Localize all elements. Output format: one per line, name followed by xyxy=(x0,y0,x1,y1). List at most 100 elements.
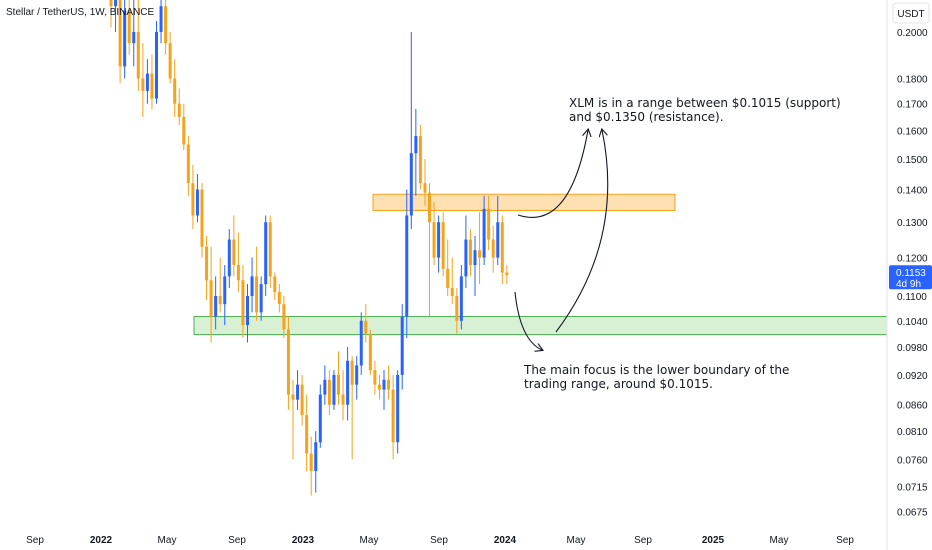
candle-body xyxy=(482,208,486,258)
candle xyxy=(332,370,336,410)
candle-body xyxy=(341,394,345,405)
candle xyxy=(423,159,427,206)
candle xyxy=(182,103,186,151)
x-tick-label: May xyxy=(567,535,586,546)
candle-body xyxy=(428,192,431,223)
candle-body xyxy=(305,415,309,454)
candle xyxy=(132,0,136,67)
candle-body xyxy=(332,374,336,405)
candle xyxy=(473,236,477,297)
candle xyxy=(446,239,450,297)
candle xyxy=(282,296,286,339)
candle xyxy=(241,264,245,339)
candle-body xyxy=(432,222,436,258)
currency-box[interactable] xyxy=(892,2,930,24)
candle-body xyxy=(387,379,391,390)
candle xyxy=(455,288,459,334)
candle xyxy=(255,246,259,321)
candle xyxy=(468,229,472,277)
candle xyxy=(291,379,295,460)
candle-body xyxy=(309,453,313,472)
candle xyxy=(232,215,236,277)
candle-body xyxy=(300,384,304,416)
candle xyxy=(337,351,340,405)
y-tick-label: 0.1100 xyxy=(897,292,927,303)
candle xyxy=(200,183,204,258)
candle-body xyxy=(373,370,377,385)
y-ticks: 0.2000 0.1800 0.1700 0.1600 0.1500 0.1400 0.13… xyxy=(897,28,928,519)
y-tick-label: 0.1200 xyxy=(897,254,928,265)
support-zone[interactable] xyxy=(193,316,888,336)
candle xyxy=(387,365,391,400)
candle-body xyxy=(218,296,222,305)
x-tick-label: May xyxy=(770,535,789,546)
annotation-arrow xyxy=(514,291,542,350)
candle-body xyxy=(291,394,295,400)
candle xyxy=(500,215,504,285)
candle-body xyxy=(382,379,386,390)
candle xyxy=(418,125,422,190)
candle xyxy=(496,195,500,265)
candle xyxy=(450,257,454,305)
candle xyxy=(168,31,172,84)
candle xyxy=(400,304,404,390)
x-ticks: Sep 2022 May Sep 2023 May Sep 2024 May Sep 2025 May… xyxy=(26,535,854,546)
candle xyxy=(145,59,149,104)
candle xyxy=(355,356,359,400)
candle xyxy=(218,257,222,313)
candle xyxy=(428,183,431,317)
y-tick-label: 0.1040 xyxy=(897,317,928,328)
candle-body xyxy=(109,0,113,7)
x-tick-label: 2022 xyxy=(90,535,113,546)
x-tick-label: Sep xyxy=(26,535,44,546)
price-axis[interactable]: USDT xyxy=(892,2,930,24)
candle xyxy=(437,215,441,273)
candle-body xyxy=(478,250,482,258)
y-tick-label: 0.0980 xyxy=(897,343,928,354)
candle xyxy=(209,246,213,343)
candle xyxy=(205,236,209,301)
x-tick-label: Sep xyxy=(634,535,652,546)
plot-area[interactable] xyxy=(109,0,888,496)
candle-body xyxy=(114,0,118,7)
candle-body xyxy=(487,208,491,240)
candle-body xyxy=(396,374,400,443)
candle-body xyxy=(327,379,331,405)
candle-body xyxy=(296,384,300,400)
candle xyxy=(482,195,486,265)
candle xyxy=(350,356,354,460)
candle-body xyxy=(173,78,177,104)
candle-body xyxy=(346,360,350,405)
candle-body xyxy=(127,10,131,44)
candle xyxy=(173,59,177,117)
y-tick-label: 0.1300 xyxy=(897,218,928,229)
candle-body xyxy=(268,222,272,277)
candle-body xyxy=(200,189,204,247)
x-tick-label: Sep xyxy=(836,535,854,546)
y-tick-label: 0.2000 xyxy=(897,28,928,39)
candle xyxy=(264,215,268,297)
currency-label: USDT xyxy=(897,9,924,20)
last-price-value: 0.1153 xyxy=(896,268,926,279)
candle-body xyxy=(355,365,359,385)
candle xyxy=(441,212,445,277)
resistance-zone[interactable] xyxy=(372,193,676,211)
candle-body xyxy=(496,222,500,258)
candle-body xyxy=(318,394,322,443)
y-tick-label: 0.0715 xyxy=(897,482,928,493)
candle xyxy=(123,0,127,79)
y-tick-label: 0.1600 xyxy=(897,127,928,138)
x-tick-label: Sep xyxy=(430,535,448,546)
candle xyxy=(296,370,300,410)
candle-body xyxy=(423,183,427,193)
candle xyxy=(127,0,131,55)
annotation-line: trading range, around $0.1015. xyxy=(524,377,713,391)
candle xyxy=(364,304,368,343)
last-price-countdown: 4d 9h xyxy=(896,279,921,290)
y-tick-label: 0.1700 xyxy=(897,100,928,111)
candle-body xyxy=(364,320,368,334)
annotation-line: The main focus is the lower boundary of … xyxy=(523,363,789,377)
candle xyxy=(186,136,190,196)
candle xyxy=(346,347,350,421)
